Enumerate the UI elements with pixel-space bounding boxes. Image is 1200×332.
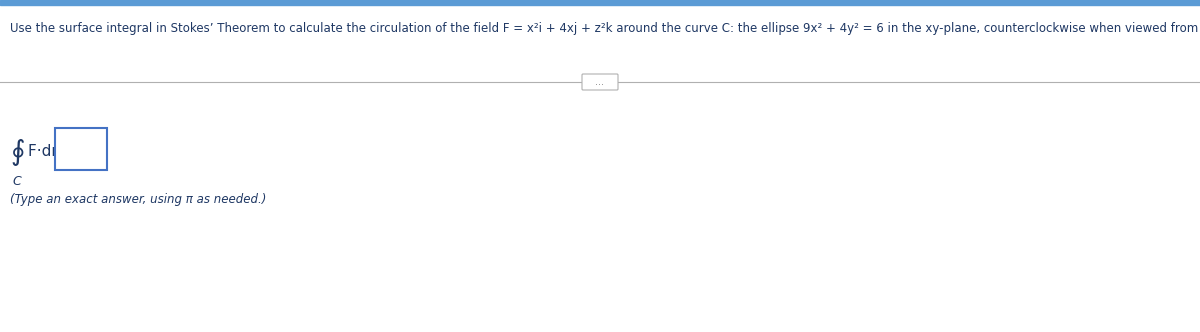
Text: ∮: ∮ — [10, 138, 24, 166]
Text: ...: ... — [595, 77, 605, 87]
Text: (Type an exact answer, using π as needed.): (Type an exact answer, using π as needed… — [10, 193, 266, 206]
Text: Use the surface integral in Stokes’ Theorem to calculate the circulation of the : Use the surface integral in Stokes’ Theo… — [10, 22, 1200, 35]
Text: F·dr =: F·dr = — [28, 144, 76, 159]
Text: π: π — [82, 152, 90, 167]
FancyBboxPatch shape — [582, 74, 618, 90]
Text: C: C — [12, 175, 20, 188]
Bar — [0, 0, 1200, 5]
Text: 10: 10 — [72, 133, 90, 147]
Text: 3: 3 — [72, 153, 80, 167]
Bar — [55, 128, 107, 170]
